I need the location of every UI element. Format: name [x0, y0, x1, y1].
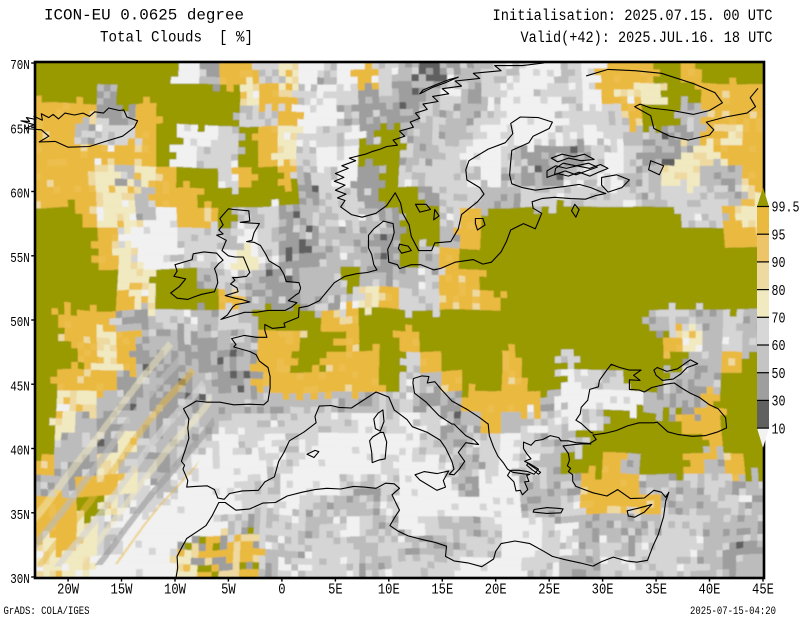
svg-text:Total Clouds [ %]: Total Clouds [ %] — [100, 29, 253, 47]
svg-text:20E: 20E — [485, 582, 507, 598]
svg-text:60: 60 — [772, 338, 786, 355]
svg-text:80: 80 — [772, 283, 786, 300]
svg-text:GrADS: COLA/IGES: GrADS: COLA/IGES — [4, 606, 90, 618]
svg-text:20W: 20W — [57, 582, 79, 598]
svg-text:35E: 35E — [645, 582, 667, 598]
svg-text:10: 10 — [772, 421, 786, 438]
svg-text:30: 30 — [772, 394, 786, 411]
svg-text:2025-07-15-04:20: 2025-07-15-04:20 — [690, 606, 776, 618]
svg-text:70N: 70N — [10, 58, 30, 74]
svg-text:45E: 45E — [752, 582, 774, 598]
svg-text:55N: 55N — [10, 251, 30, 267]
svg-text:65N: 65N — [10, 122, 30, 138]
svg-text:5E: 5E — [328, 582, 343, 598]
svg-text:10E: 10E — [378, 582, 400, 598]
svg-text:30E: 30E — [592, 582, 614, 598]
svg-text:40E: 40E — [699, 582, 721, 598]
svg-text:Initialisation: 2025.07.15. 00: Initialisation: 2025.07.15. 00 UTC — [493, 7, 773, 25]
svg-text:Valid(+42): 2025.JUL.16. 18 UT: Valid(+42): 2025.JUL.16. 18 UTC — [521, 29, 773, 47]
svg-text:95: 95 — [772, 227, 786, 244]
svg-text:30N: 30N — [10, 572, 30, 588]
svg-text:0: 0 — [278, 582, 285, 598]
svg-text:60N: 60N — [10, 187, 30, 203]
svg-text:ICON-EU 0.0625 degree: ICON-EU 0.0625 degree — [44, 7, 244, 25]
svg-text:90: 90 — [772, 255, 786, 272]
svg-text:99.5: 99.5 — [772, 200, 800, 217]
svg-text:10W: 10W — [164, 582, 186, 598]
svg-text:45N: 45N — [10, 379, 30, 395]
svg-text:50N: 50N — [10, 315, 30, 331]
svg-text:50: 50 — [772, 366, 786, 383]
svg-text:35N: 35N — [10, 508, 30, 524]
svg-text:15W: 15W — [111, 582, 133, 598]
svg-text:5W: 5W — [221, 582, 236, 598]
svg-text:40N: 40N — [10, 444, 30, 460]
svg-text:25E: 25E — [538, 582, 560, 598]
svg-text:15E: 15E — [431, 582, 453, 598]
svg-text:70: 70 — [772, 311, 786, 328]
